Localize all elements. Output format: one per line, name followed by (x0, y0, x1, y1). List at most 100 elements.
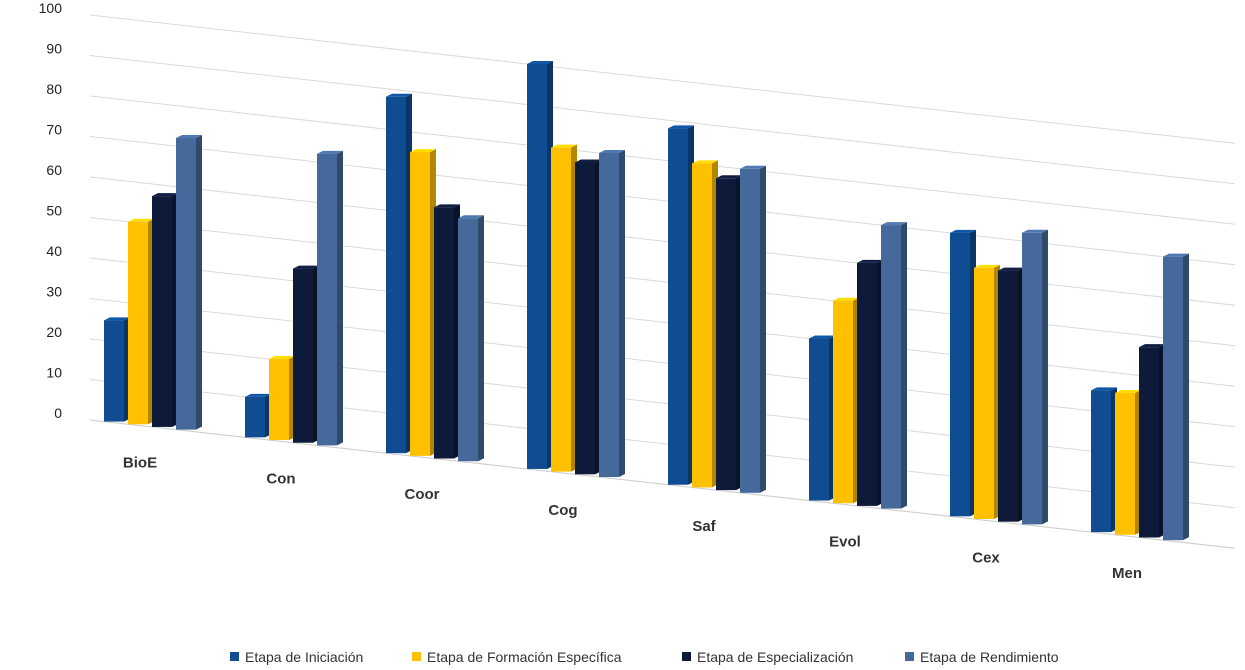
bar (410, 149, 436, 456)
bar-top (692, 160, 718, 164)
bar-top (881, 222, 907, 226)
legend-label: Etapa de Formación Específica (427, 649, 622, 665)
bar (857, 259, 883, 506)
gridline (89, 95, 1236, 225)
y-tick-label: 50 (46, 203, 62, 219)
bar (176, 135, 202, 430)
floor-line (89, 419, 1236, 549)
bar-front (245, 396, 265, 438)
bar-top (176, 135, 202, 139)
bar-front (386, 96, 406, 454)
bar-front (809, 338, 829, 501)
bar-top (974, 264, 1000, 268)
x-axis: BioE Con Coor Cog Saf Evol Cex Men (123, 455, 1142, 583)
bar-front (599, 153, 619, 478)
bar (527, 60, 553, 469)
bar (998, 267, 1024, 522)
y-tick-label: 20 (46, 324, 62, 340)
bar (152, 193, 178, 427)
bar-top (1139, 344, 1165, 348)
bar-front (833, 300, 853, 504)
legend: Etapa de Iniciación Etapa de Formación Es… (230, 649, 1059, 665)
bar-front (317, 153, 337, 446)
bar-top (950, 229, 976, 233)
bar-top (809, 335, 835, 339)
y-tick-label: 0 (54, 405, 62, 421)
bar-front (668, 128, 688, 485)
bar-front (176, 138, 196, 430)
bar-top (740, 165, 766, 169)
bar (668, 125, 694, 485)
x-tick-label: Cex (972, 549, 1000, 566)
y-tick-label: 10 (46, 365, 62, 381)
bar-top (1022, 229, 1048, 233)
gridline (89, 217, 1236, 347)
bar-side (619, 150, 625, 478)
bar-front (740, 168, 760, 493)
bar (458, 215, 484, 462)
bar (833, 297, 859, 504)
bar (1091, 387, 1117, 533)
bar (1022, 229, 1048, 525)
y-axis: 0 10 20 30 40 50 60 70 80 90 100 (39, 0, 63, 421)
y-tick-label: 60 (46, 162, 62, 178)
legend-label: Etapa de Iniciación (245, 649, 363, 665)
bar-top (551, 144, 577, 148)
legend-item: Etapa de Iniciación (230, 649, 363, 665)
bar (386, 93, 412, 454)
bar (128, 218, 154, 425)
bar-front (152, 196, 172, 427)
legend-item: Etapa de Rendimiento (905, 649, 1059, 665)
bar-top (410, 149, 436, 153)
bar-front (1091, 390, 1111, 533)
y-tick-label: 40 (46, 243, 62, 259)
bar-top (1115, 390, 1141, 394)
bar-front (950, 232, 970, 517)
bars (104, 60, 1189, 541)
bar (692, 160, 718, 488)
bar (974, 264, 1000, 520)
x-tick-label: Coor (405, 486, 440, 503)
bar-top (458, 215, 484, 219)
bar-front (575, 162, 595, 475)
y-tick-label: 100 (39, 0, 63, 16)
bar (1115, 390, 1141, 535)
bar-top (668, 125, 694, 129)
bar-front (1115, 393, 1135, 535)
x-tick-label: Saf (692, 518, 716, 535)
bar (740, 165, 766, 493)
legend-item: Etapa de Especialización (682, 649, 853, 665)
y-tick-label: 70 (46, 122, 62, 138)
gridline (89, 55, 1236, 185)
bar-front (551, 147, 571, 472)
gridline (89, 136, 1236, 266)
bar-front (104, 320, 124, 422)
gridline (89, 14, 1236, 144)
bar-top (716, 175, 742, 179)
gridline (89, 176, 1236, 306)
bar-front (128, 221, 148, 425)
bar-side (478, 215, 484, 462)
bar-side (901, 222, 907, 509)
bar (269, 356, 295, 441)
legend-swatch (412, 652, 421, 661)
y-tick-label: 30 (46, 284, 62, 300)
bar-top (527, 60, 553, 64)
bar-top (1163, 253, 1189, 257)
bar-top (245, 393, 271, 397)
bar (434, 204, 460, 459)
bar (950, 229, 976, 517)
x-tick-label: Cog (548, 502, 577, 519)
legend-swatch (230, 652, 239, 661)
bar-front (974, 267, 994, 520)
bar-top (575, 159, 601, 163)
bar-side (1042, 229, 1048, 525)
bar-top (599, 150, 625, 154)
bar-front (434, 207, 454, 459)
bar (317, 150, 343, 446)
x-tick-label: Con (266, 470, 295, 487)
x-tick-label: BioE (123, 455, 157, 472)
bar (716, 175, 742, 491)
bar-front (410, 152, 430, 456)
